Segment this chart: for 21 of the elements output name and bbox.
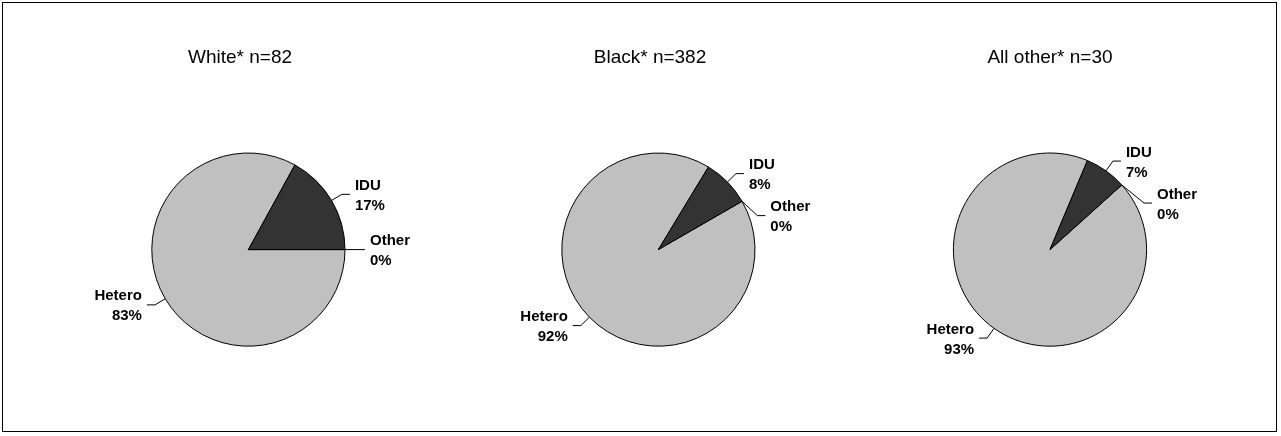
slice-label: Hetero <box>520 307 568 325</box>
chart-title: All other* n=30 <box>987 46 1113 67</box>
slice-label: IDU <box>354 175 381 193</box>
text: 0% <box>1157 204 1179 222</box>
data-label: 83% <box>111 306 142 324</box>
chart-title: White* n=82 <box>187 46 293 67</box>
data-label: 17% <box>354 195 385 213</box>
slice-label: IDU <box>748 155 775 173</box>
data-label: 7% <box>1125 162 1148 180</box>
legend-label: Other <box>1157 184 1198 202</box>
slice-label: IDU <box>1125 142 1152 160</box>
chart-title: Black* n=382 <box>593 46 707 67</box>
text: 0% <box>770 217 793 235</box>
legend-label: Other <box>770 197 811 215</box>
data-label: 8% <box>748 175 771 193</box>
slice-label: Hetero <box>926 319 975 337</box>
text: 0% <box>370 251 392 269</box>
data-label: 92% <box>537 327 568 345</box>
legend-label: Other <box>370 231 411 249</box>
slice-label: Hetero <box>94 286 142 304</box>
data-label: 93% <box>944 339 975 357</box>
